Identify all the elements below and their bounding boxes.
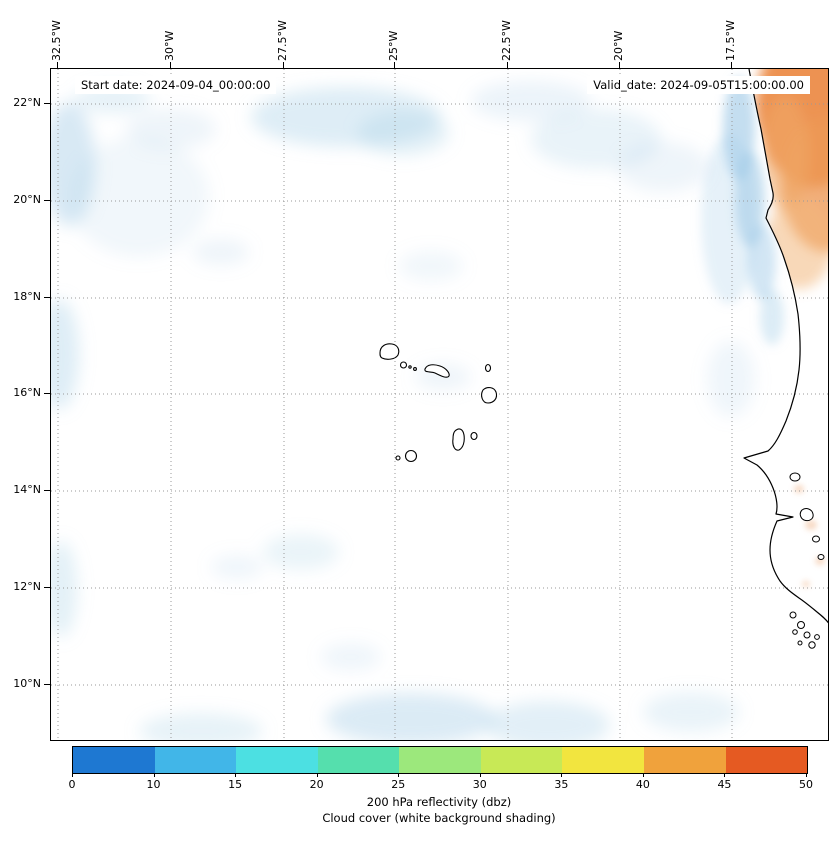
colorbar-tick-mark: [398, 773, 400, 777]
figure-subcaption: Cloud cover (white background shading): [322, 811, 556, 825]
colorbar-tick-mark: [153, 773, 155, 777]
longitude-tick-mark: [507, 62, 508, 68]
colorbar-tick-mark: [561, 773, 563, 777]
latitude-tick-mark: [44, 393, 50, 394]
longitude-tick-mark: [619, 62, 620, 68]
latitude-tick-mark: [44, 684, 50, 685]
colorbar-tick-mark: [235, 773, 237, 777]
colorbar-tick-mark: [72, 773, 73, 777]
colorbar-tick-label: 50: [799, 778, 813, 791]
longitude-tick-label: 20°W: [612, 30, 625, 61]
latitude-tick-label: 20°N: [13, 192, 41, 206]
colorbar-segment: [236, 747, 318, 773]
top-axis: 32.5°W 30°W 27.5°W 25°W 22.5°W 20°W 17.5°W: [50, 0, 829, 68]
colorbar-tick-mark: [479, 773, 481, 777]
cape-verde-islands: [379, 343, 498, 463]
latitude-tick-mark: [44, 490, 50, 491]
colorbar-segment: [643, 747, 726, 773]
longitude-tick-mark: [394, 62, 395, 68]
longitude-tick-label: 27.5°W: [276, 20, 289, 61]
longitude-tick-label: 25°W: [387, 30, 400, 61]
latitude-tick-label: 16°N: [13, 385, 41, 399]
left-axis: 22°N 20°N 18°N 16°N 14°N 12°N 10°N: [0, 68, 50, 741]
high-reflectivity-shading: [755, 69, 828, 289]
longitude-tick-label: 22.5°W: [500, 20, 513, 61]
latitude-tick-label: 18°N: [13, 289, 41, 303]
latitude-tick-mark: [44, 200, 50, 201]
colorbar-tick-label: 30: [472, 778, 487, 791]
cloud-shading: [51, 81, 755, 740]
colorbar-tick-label: 35: [554, 778, 569, 791]
colorbar-segment: [317, 747, 400, 773]
grid-lines: [51, 69, 828, 740]
colorbar-segment: [399, 747, 481, 773]
longitude-tick-label: 17.5°W: [724, 20, 737, 61]
coastline-west-africa: [743, 69, 828, 624]
longitude-tick-mark: [57, 62, 58, 68]
bijagos-islands: [789, 611, 820, 649]
longitude-tick-mark: [170, 62, 171, 68]
colorbar-tick-mark: [642, 773, 644, 777]
colorbar-axis: 0 10 15 20 25 30 35 40 45 50: [68, 773, 813, 795]
orange-speckles: [794, 485, 825, 587]
colorbar-tick-label: 15: [228, 778, 243, 791]
longitude-tick-label: 32.5°W: [50, 20, 63, 61]
latitude-tick-label: 12°N: [13, 579, 41, 593]
colorbar-tick-mark: [724, 773, 726, 777]
latitude-tick-label: 10°N: [13, 676, 41, 690]
colorbar-segment: [154, 747, 237, 773]
colorbar-tick-label: 0: [68, 778, 76, 791]
colorbar: [72, 746, 808, 774]
colorbar-tick-label: 10: [146, 778, 161, 791]
colorbar-segment: [480, 747, 563, 773]
colorbar-tick-mark: [316, 773, 318, 777]
colorbar-segment: [725, 747, 808, 773]
colorbar-segment: [73, 747, 155, 773]
colorbar-segment: [562, 747, 644, 773]
coastal-blue-band: [701, 77, 784, 345]
map-plot: Start date: 2024-09-04_00:00:00 Valid_da…: [50, 68, 829, 741]
valid-date-annotation: Valid_date: 2024-09-05T15:00:00.00: [587, 76, 810, 94]
latitude-tick-mark: [44, 297, 50, 298]
longitude-tick-label: 30°W: [163, 30, 176, 61]
longitude-tick-mark: [731, 62, 732, 68]
latitude-tick-label: 14°N: [13, 482, 41, 496]
start-date-annotation: Start date: 2024-09-04_00:00:00: [75, 76, 277, 94]
colorbar-tick-mark: [806, 773, 807, 777]
latitude-tick-mark: [44, 587, 50, 588]
latitude-tick-mark: [44, 103, 50, 104]
longitude-tick-mark: [283, 62, 284, 68]
colorbar-tick-label: 40: [635, 778, 650, 791]
colorbar-label: 200 hPa reflectivity (dbz): [366, 795, 512, 809]
colorbar-tick-label: 45: [717, 778, 732, 791]
colorbar-tick-label: 20: [309, 778, 324, 791]
map-canvas: [51, 69, 828, 740]
colorbar-tick-label: 25: [391, 778, 406, 791]
latitude-tick-label: 22°N: [13, 95, 41, 109]
coastal-fragments: [789, 472, 825, 560]
